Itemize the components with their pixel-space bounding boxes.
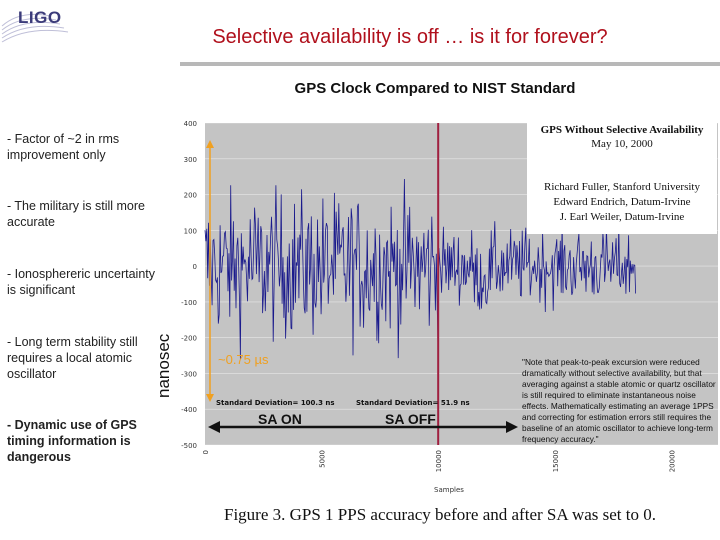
chart-title: GPS Clock Compared to NIST Standard: [294, 80, 576, 97]
y-tick-label: 100: [184, 227, 197, 235]
title-divider: [180, 62, 720, 66]
std-dev-off-label: Standard Deviation= 51.9 ns: [356, 399, 470, 407]
y-axis-label-wrap: nanosec: [154, 320, 174, 400]
x-tick-label: 20000: [668, 450, 676, 472]
sa-off-label: SA OFF: [385, 411, 436, 427]
sa-span-arrow-right: [506, 421, 518, 433]
figure-caption: Figure 3. GPS 1 PPS accuracy before and …: [223, 505, 656, 524]
excursion-label: ~0.75 µs: [218, 352, 269, 367]
inset-author-2: Edward Endrich, Datum-Irvine: [553, 196, 691, 208]
quote-note: "Note that peak-to-peak excursion were r…: [522, 357, 716, 444]
x-tick-label: 5000: [319, 450, 327, 468]
std-dev-on-label: Standard Deviation= 100.3 ns: [216, 399, 335, 407]
excursion-arrow-head-up: [206, 140, 214, 148]
x-tick-label: 0: [202, 450, 210, 454]
inset-author-3: J. Earl Weiler, Datum-Irvine: [559, 211, 685, 223]
bullet-2: - The military is still more accurate: [7, 199, 145, 229]
logo-text: LIGO: [18, 8, 62, 27]
sa-on-label: SA ON: [258, 411, 302, 427]
x-tick-label: 10000: [435, 450, 443, 472]
bullet-4: - Long term stability still requires a l…: [7, 335, 138, 381]
y-tick-label: 200: [184, 192, 197, 200]
excursion-arrow-head-down: [206, 394, 214, 402]
ligo-logo-graphic: [1, 13, 69, 43]
x-tick-label: 15000: [552, 450, 560, 472]
noise-trace: [204, 178, 636, 360]
bullet-5: - Dynamic use of GPS timing information …: [7, 418, 137, 464]
x-axis-label: Samples: [434, 486, 464, 494]
slide-title: Selective availability is off … is it fo…: [212, 26, 608, 48]
bullet-3: - Ionosphereric uncertainty is significa…: [7, 267, 155, 297]
inset-legend: GPS Without Selective Availability May 1…: [527, 120, 717, 234]
y-tick-label: 400: [184, 120, 197, 128]
inset-author-1: Richard Fuller, Stanford University: [544, 181, 700, 193]
y-tick-label: -200: [181, 335, 197, 343]
bullet-1: - Factor of ~2 in rms improvement only: [7, 132, 120, 162]
sa-span-arrow-left: [208, 421, 220, 433]
inset-date: May 10, 2000: [591, 138, 653, 150]
y-tick-label: 300: [184, 156, 197, 164]
inset-title: GPS Without Selective Availability: [540, 124, 704, 136]
y-tick-label: -300: [181, 370, 197, 378]
y-axis-label: nanosec: [154, 333, 173, 398]
y-tick-label: -100: [181, 299, 197, 307]
y-tick-label: 0: [193, 263, 197, 271]
ligo-logo: LIGO: [0, 0, 120, 46]
y-tick-label: -500: [181, 442, 197, 450]
y-tick-label: -400: [181, 406, 197, 414]
